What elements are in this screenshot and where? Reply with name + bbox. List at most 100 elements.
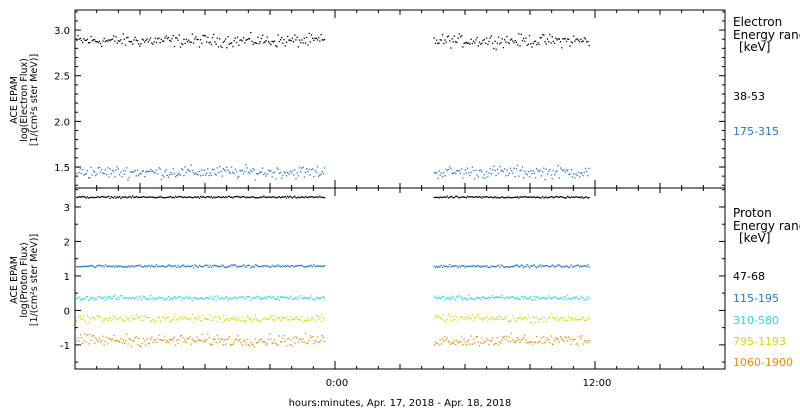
data-point <box>257 319 259 321</box>
data-point <box>196 173 198 176</box>
data-point <box>570 298 572 300</box>
data-point <box>264 172 266 174</box>
data-point <box>553 174 556 176</box>
data-point <box>191 338 193 341</box>
data-point <box>161 196 164 199</box>
data-point <box>470 335 472 337</box>
data-point <box>527 196 529 198</box>
data-point <box>195 297 197 299</box>
data-point <box>176 196 178 199</box>
data-point <box>191 33 193 35</box>
data-point <box>228 297 230 300</box>
data-point <box>223 339 226 341</box>
data-point <box>446 36 448 38</box>
data-point <box>264 196 266 198</box>
data-point <box>271 195 273 198</box>
data-point <box>77 196 79 199</box>
data-point <box>194 317 196 319</box>
data-point <box>472 196 475 199</box>
data-point <box>128 176 130 179</box>
data-point <box>120 197 122 200</box>
data-point <box>532 299 534 301</box>
data-point <box>163 40 165 42</box>
data-point <box>185 266 187 268</box>
electron-ylabel: ACE EPAM log(Electron Flux) [1/(cm²s ste… <box>9 54 40 146</box>
data-point <box>451 342 453 344</box>
data-point <box>507 320 509 322</box>
data-point <box>446 169 448 172</box>
data-point <box>182 169 184 171</box>
data-point <box>287 264 289 267</box>
data-point <box>515 41 518 43</box>
data-point <box>517 337 519 339</box>
data-point <box>506 35 508 38</box>
data-point <box>231 166 233 168</box>
data-point <box>492 337 494 339</box>
data-point <box>158 316 160 319</box>
data-point <box>78 38 80 40</box>
data-point <box>110 298 112 300</box>
data-point <box>132 265 134 267</box>
data-point <box>245 297 247 299</box>
data-point <box>203 317 205 319</box>
data-point <box>175 265 177 267</box>
data-point <box>108 317 110 320</box>
data-point <box>221 296 223 299</box>
data-point <box>542 195 544 198</box>
data-point <box>539 264 541 266</box>
data-point <box>228 43 230 45</box>
data-point <box>172 298 174 300</box>
data-point <box>290 295 292 297</box>
data-point <box>152 297 154 299</box>
data-point <box>179 296 182 298</box>
data-point <box>588 196 590 199</box>
data-point <box>588 44 590 47</box>
data-point <box>282 317 284 320</box>
data-point <box>117 319 120 321</box>
data-point <box>263 297 265 299</box>
data-point <box>155 341 158 343</box>
data-point <box>163 316 165 319</box>
data-point <box>260 320 263 322</box>
data-point <box>217 46 220 48</box>
data-point <box>493 317 495 319</box>
data-point <box>242 37 245 39</box>
data-point <box>309 265 311 267</box>
data-point <box>85 265 87 268</box>
data-point <box>581 172 583 174</box>
data-point <box>201 42 203 44</box>
data-point <box>107 265 109 267</box>
data-point <box>78 195 80 198</box>
data-point <box>206 318 208 320</box>
data-point <box>538 265 540 267</box>
data-point <box>209 297 211 299</box>
data-point <box>468 196 470 198</box>
data-point <box>129 338 131 341</box>
electron-ylabel-line-1: ACE EPAM <box>9 76 20 124</box>
data-point <box>215 299 217 301</box>
data-point <box>267 196 270 198</box>
data-point <box>551 297 553 299</box>
data-point <box>323 38 326 41</box>
data-point <box>105 297 108 300</box>
data-point <box>455 195 457 197</box>
data-point <box>176 174 178 177</box>
data-point <box>262 298 264 300</box>
data-point <box>450 298 452 301</box>
electron-legend-title-2: Energy range <box>733 28 800 42</box>
data-point <box>501 196 503 198</box>
data-point <box>85 172 87 175</box>
data-point <box>232 197 234 199</box>
data-point <box>250 196 252 198</box>
data-point <box>273 171 276 173</box>
data-point <box>248 38 251 40</box>
data-point <box>134 337 136 339</box>
data-point <box>507 266 509 268</box>
data-point <box>530 265 532 267</box>
data-point <box>528 267 531 269</box>
data-point <box>248 172 251 174</box>
data-point <box>80 318 83 321</box>
data-point <box>209 343 211 345</box>
data-point <box>291 345 294 347</box>
data-point <box>171 319 173 322</box>
